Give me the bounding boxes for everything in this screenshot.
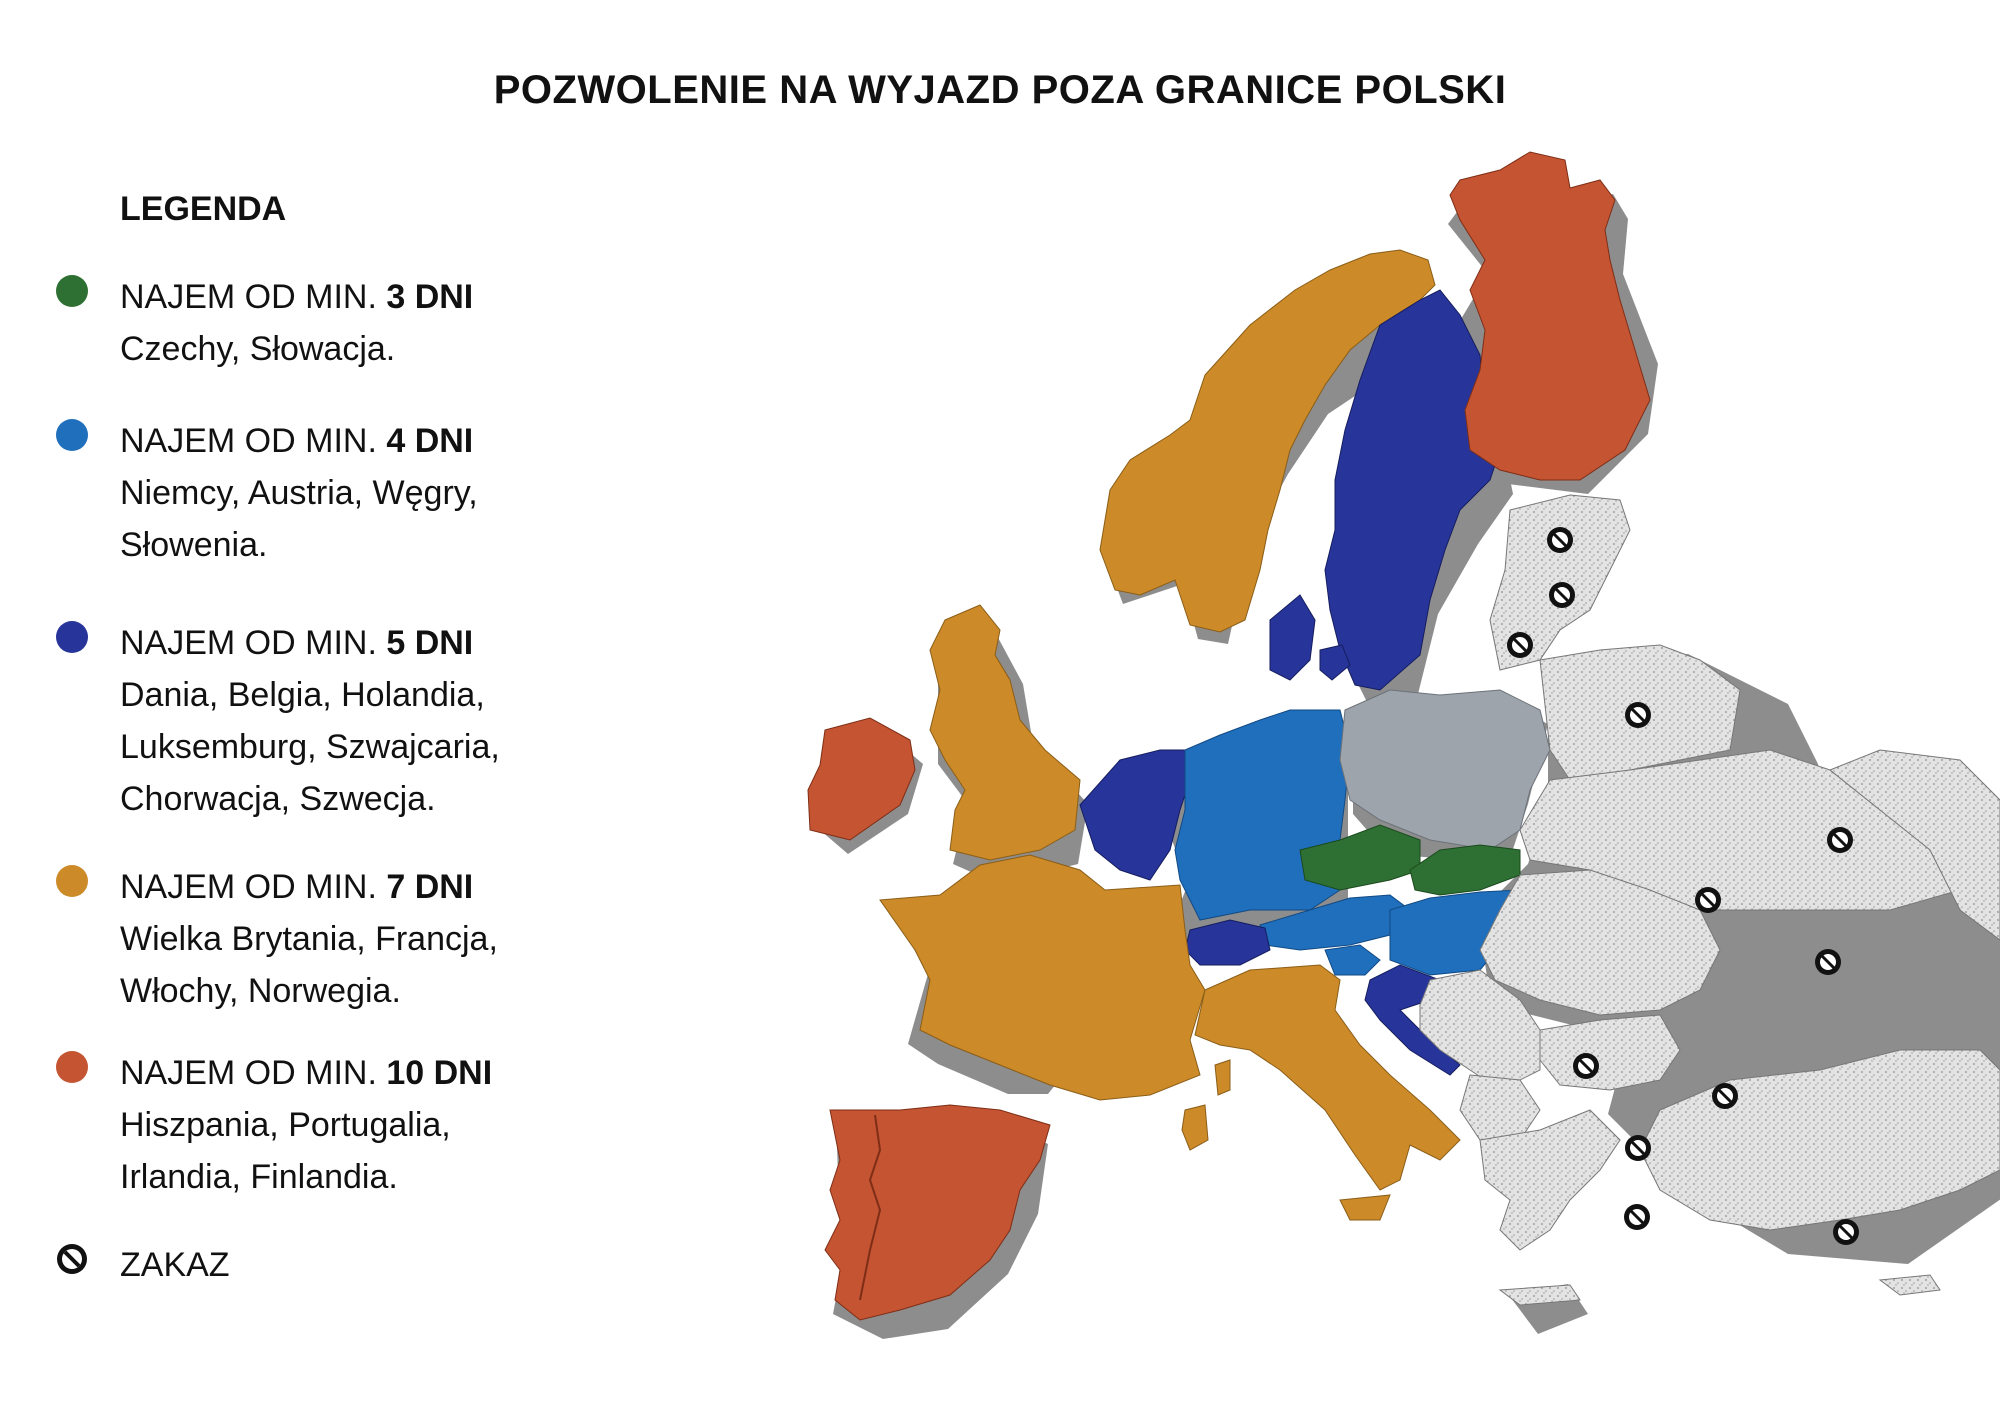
legend-item-countries: Dania, Belgia, Holandia, Luksemburg, Szw… — [120, 676, 500, 818]
red-dot-icon — [56, 1051, 88, 1083]
legend-item-7-days: NAJEM OD MIN. 7 DNI Wielka Brytania, Fra… — [56, 861, 616, 1017]
legend: LEGENDA NAJEM OD MIN. 3 DNI Czechy, Słow… — [56, 190, 616, 1291]
ban-markers — [1507, 527, 1859, 1245]
corsica-region — [1214, 1059, 1231, 1096]
ban-marker-icon — [1507, 632, 1533, 658]
dark-blue-dot-icon — [56, 621, 88, 653]
sardinia-region — [1181, 1104, 1209, 1151]
slovenia-region — [1324, 944, 1381, 976]
ban-marker-icon — [1549, 582, 1575, 608]
finland-region — [1449, 151, 1651, 481]
legend-item-head: NAJEM OD MIN. 10 DNI — [120, 1054, 493, 1092]
legend-item-head: NAJEM OD MIN. 3 DNI — [120, 278, 474, 316]
france-region — [879, 854, 1206, 1101]
great-britain-region — [929, 604, 1081, 861]
orange-dot-icon — [56, 865, 88, 897]
legend-item-countries: Wielka Brytania, Francja, Włochy, Norweg… — [120, 920, 498, 1010]
europe-map-svg — [807, 151, 2000, 1339]
russia-east-region — [1829, 749, 2000, 941]
denmark-region — [1269, 594, 1316, 681]
ban-label: ZAKAZ — [120, 1246, 230, 1284]
ireland-region — [807, 717, 916, 841]
europe-map — [780, 150, 2000, 1414]
legend-item-countries: Niemcy, Austria, Węgry, Słowenia. — [120, 474, 478, 564]
cyprus-region — [1878, 1274, 1941, 1296]
legend-item-4-days: NAJEM OD MIN. 4 DNI Niemcy, Austria, Węg… — [56, 415, 616, 571]
legend-item-head: NAJEM OD MIN. 4 DNI — [120, 422, 474, 460]
ban-marker-icon — [1695, 887, 1721, 913]
legend-item-3-days: NAJEM OD MIN. 3 DNI Czechy, Słowacja. — [56, 271, 616, 375]
light-blue-dot-icon — [56, 419, 88, 451]
crete-region — [1498, 1284, 1581, 1306]
ban-marker-icon — [1573, 1053, 1599, 1079]
legend-item-countries: Hiszpania, Portugalia, Irlandia, Finland… — [120, 1106, 451, 1196]
ban-marker-icon — [1624, 1204, 1650, 1230]
italy-region — [1194, 964, 1461, 1191]
legend-item-countries: Czechy, Słowacja. — [120, 330, 396, 368]
ban-icon — [57, 1244, 87, 1274]
ban-marker-icon — [1625, 702, 1651, 728]
sweden-region — [1324, 289, 1501, 691]
macedonia-albania-region — [1459, 1074, 1541, 1141]
romania-moldova-region — [1479, 869, 1721, 1016]
legend-item-head: NAJEM OD MIN. 5 DNI — [120, 624, 474, 662]
spain-portugal-border — [859, 1114, 882, 1301]
legend-item-5-days: NAJEM OD MIN. 5 DNI Dania, Belgia, Holan… — [56, 617, 616, 825]
ban-marker-icon — [1833, 1219, 1859, 1245]
iberia-region — [824, 1104, 1051, 1321]
ban-marker-icon — [1712, 1083, 1738, 1109]
legend-item-ban: ZAKAZ — [56, 1239, 616, 1291]
sicily-region — [1339, 1194, 1391, 1221]
bulgaria-region — [1539, 1014, 1681, 1091]
ban-marker-icon — [1815, 949, 1841, 975]
ban-marker-icon — [1827, 827, 1853, 853]
ban-marker-icon — [1625, 1135, 1651, 1161]
norway-region — [1099, 249, 1436, 633]
legend-item-head: NAJEM OD MIN. 7 DNI — [120, 868, 474, 906]
benelux-region — [1079, 749, 1191, 881]
map-title: POZWOLENIE NA WYJAZD POZA GRANICE POLSKI — [493, 68, 1507, 112]
ukraine-region — [1519, 749, 1961, 911]
legend-item-10-days: NAJEM OD MIN. 10 DNI Hiszpania, Portugal… — [56, 1047, 616, 1203]
legend-heading: LEGENDA — [120, 190, 287, 228]
greece-region — [1479, 1109, 1621, 1251]
green-dot-icon — [56, 275, 88, 307]
germany-region — [1174, 709, 1351, 921]
ban-marker-icon — [1547, 527, 1573, 553]
poland-region — [1339, 689, 1551, 851]
denmark-island-region — [1319, 644, 1351, 681]
